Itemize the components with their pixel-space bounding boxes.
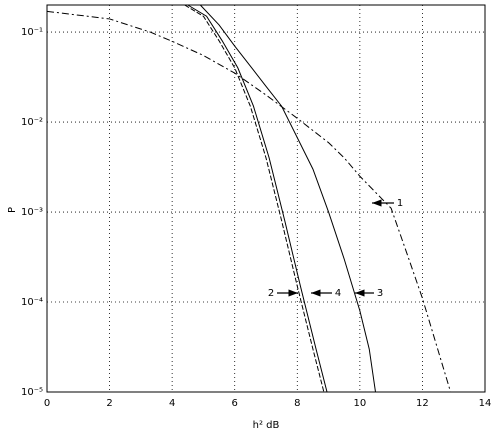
x-tick-label: 12 <box>416 398 429 409</box>
x-axis-label: h² dB <box>253 420 280 431</box>
series-line <box>184 4 325 393</box>
x-tick-label: 8 <box>294 398 300 409</box>
y-tick-label: 10⁻⁴ <box>21 297 43 308</box>
y-tick-label: 10⁻¹ <box>21 27 43 38</box>
y-tick-label: 10⁻⁵ <box>21 387 43 398</box>
annotation-label: 4 <box>335 288 341 299</box>
x-tick-label: 4 <box>169 398 175 409</box>
annotation-label: 3 <box>377 288 383 299</box>
x-tick-label: 2 <box>106 398 112 409</box>
series-line <box>187 4 328 393</box>
y-tick-label: 10⁻² <box>21 117 43 128</box>
x-tick-label: 10 <box>353 398 366 409</box>
x-tick-label: 6 <box>232 398 238 409</box>
series-line <box>199 4 376 393</box>
x-tick-label: 14 <box>479 398 492 409</box>
annotation-label: 1 <box>397 198 403 209</box>
annotation-label: 2 <box>268 288 274 299</box>
y-tick-label: 10⁻³ <box>21 207 43 218</box>
y-axis-label: P <box>7 207 18 213</box>
x-tick-label: 0 <box>44 398 50 409</box>
series-line <box>46 10 452 393</box>
plot-frame <box>46 4 486 393</box>
